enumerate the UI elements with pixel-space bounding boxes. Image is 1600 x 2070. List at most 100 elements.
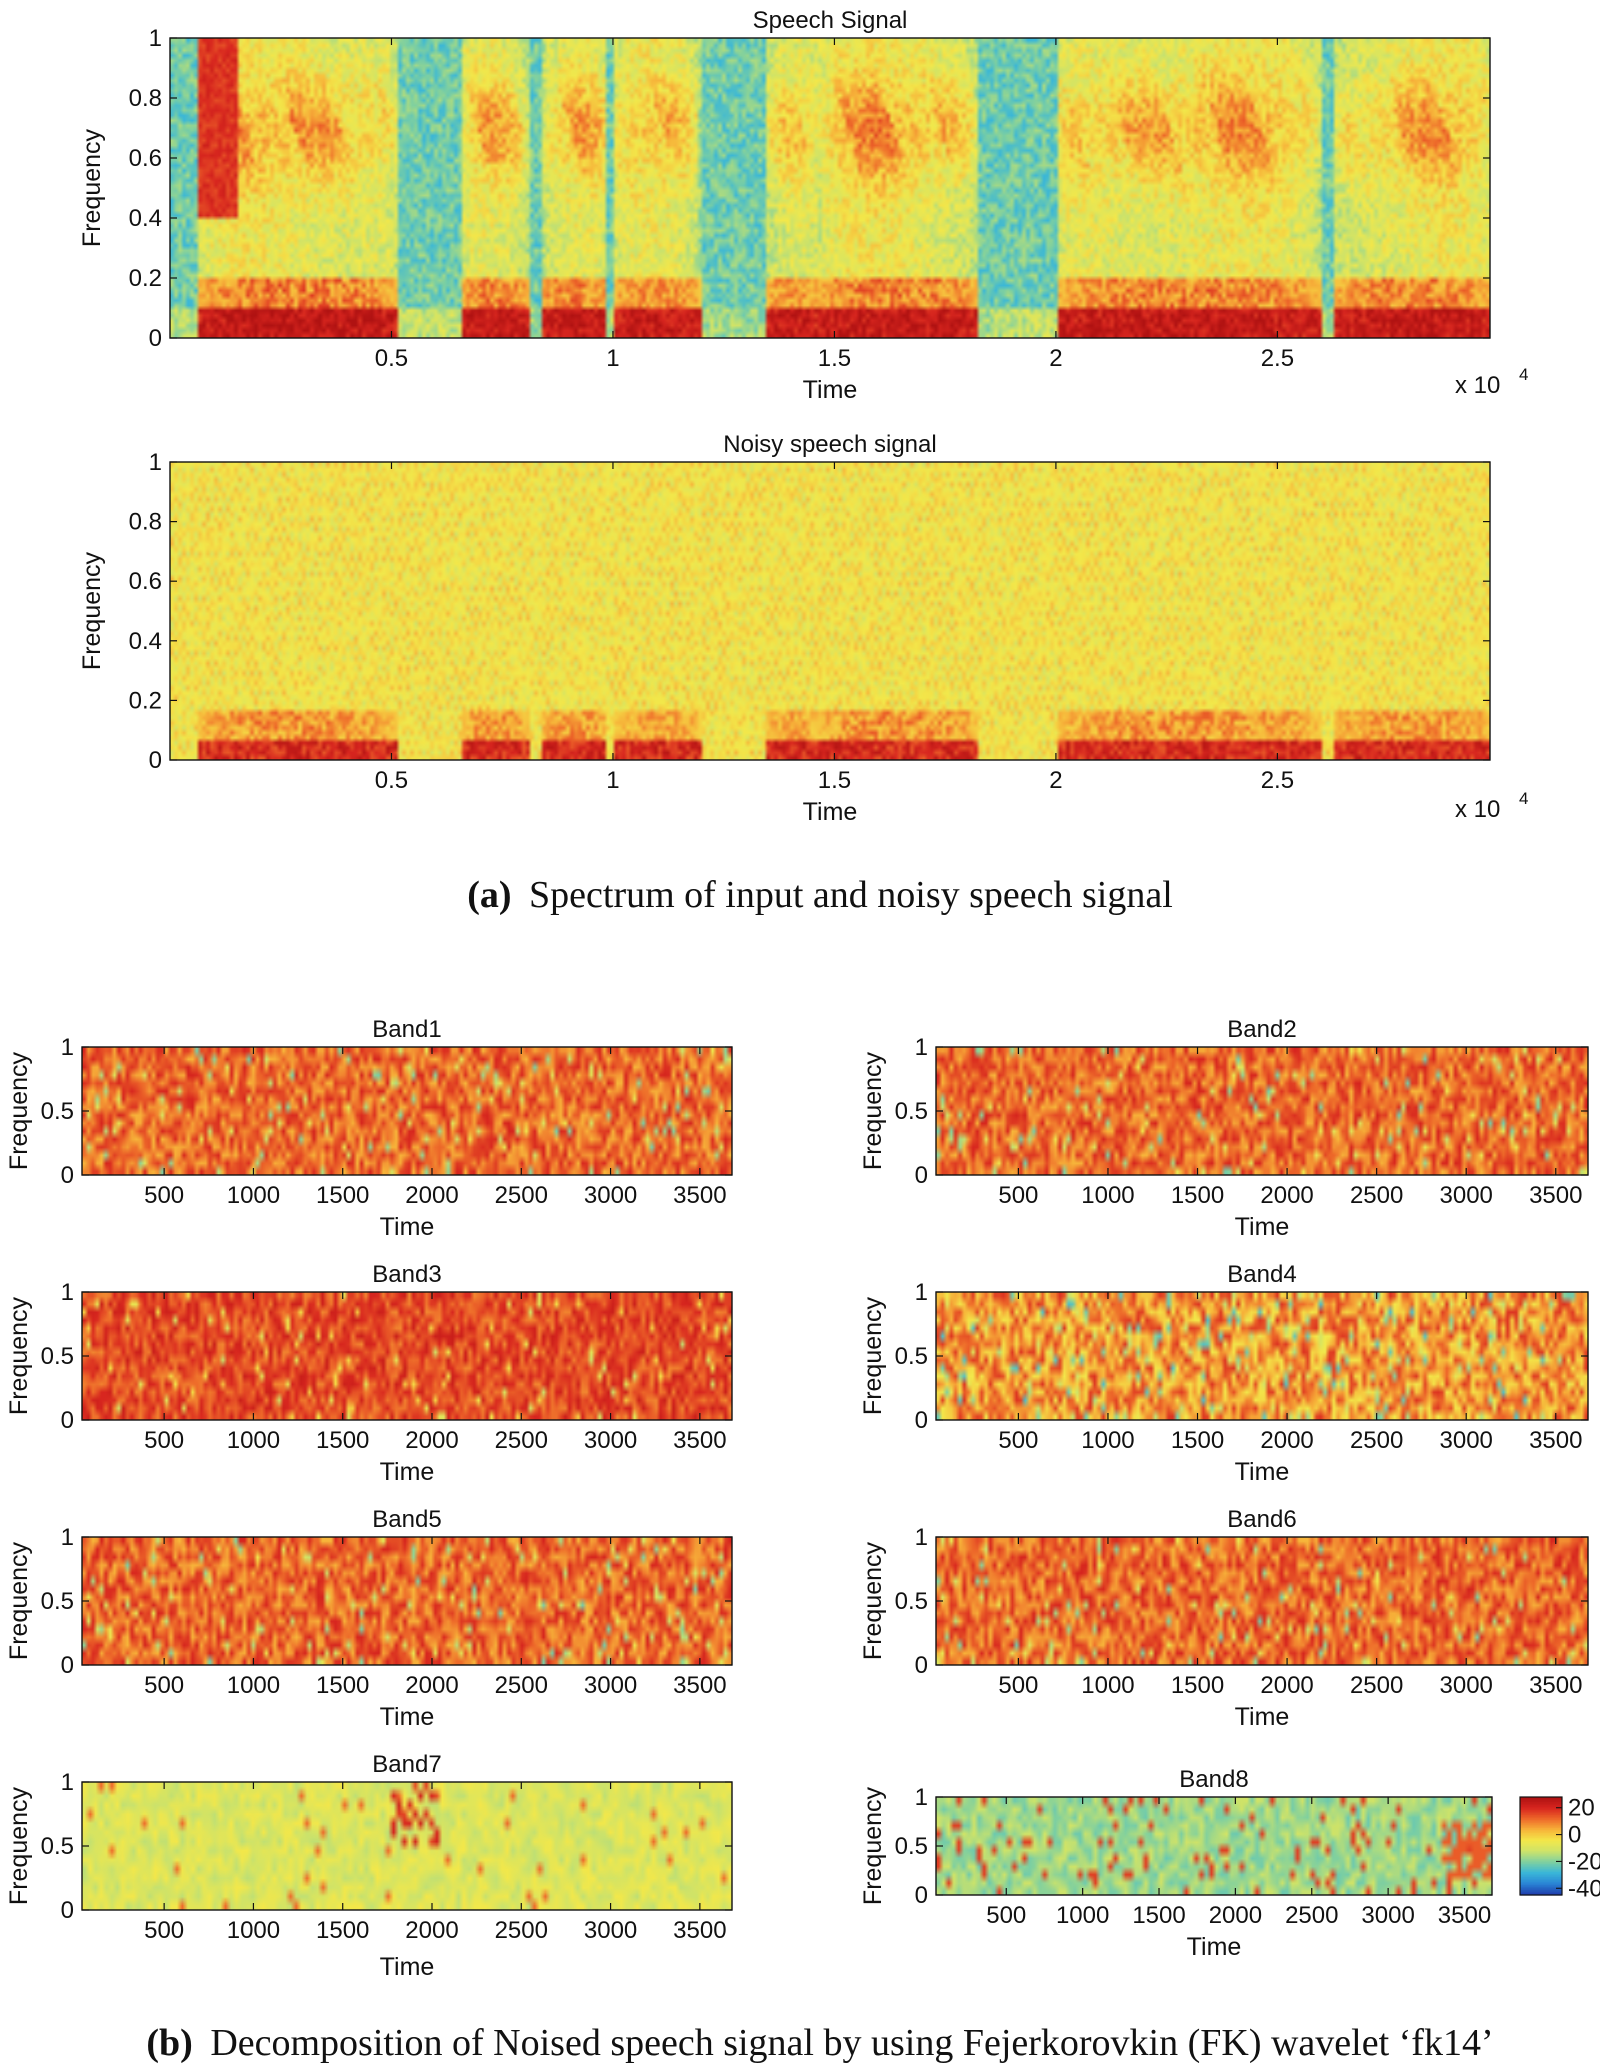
xtick-label: 3000 — [584, 1672, 637, 1699]
colorbar-swatch — [1520, 1841, 1562, 1844]
xtick-label: 3000 — [1440, 1427, 1493, 1454]
colorbar-swatch — [1520, 1888, 1562, 1891]
xtick-label: 500 — [998, 1427, 1038, 1454]
colorbar-swatch — [1520, 1878, 1562, 1881]
x-axis-label: Time — [380, 1458, 435, 1486]
colorbar-swatch — [1520, 1834, 1562, 1837]
xtick-label: 1000 — [227, 1427, 280, 1454]
y-axis-label: Frequency — [859, 1051, 887, 1170]
colorbar-swatch — [1520, 1811, 1562, 1814]
chart-band4: 500 1000 1500 2000 2500 3000 3500 0 0.5 1 Band4 Tim… — [859, 1261, 1589, 1486]
chart-panels: 0.5 1 1.5 2 2.5 0 0.2 0.4 0.6 0.8 1 Speech Signal Ti… — [5, 7, 1589, 1981]
colorbar-swatch — [1520, 1810, 1562, 1813]
xtick-label: 1 — [606, 767, 619, 794]
xtick-label: 1000 — [1081, 1182, 1134, 1209]
y-axis-label: Frequency — [859, 1786, 887, 1905]
xtick-label: 1500 — [1132, 1902, 1185, 1929]
colorbar-swatch — [1520, 1867, 1562, 1870]
colorbar-swatch — [1520, 1818, 1562, 1821]
xtick-label: 2500 — [495, 1917, 548, 1944]
xtick-label: 2 — [1049, 767, 1062, 794]
colorbar-swatch — [1520, 1860, 1562, 1863]
colorbar-tick-label: 0 — [1568, 1822, 1581, 1849]
chart-title: Band3 — [372, 1261, 441, 1288]
ytick-label: 1 — [915, 1524, 928, 1551]
colorbar-swatch — [1520, 1852, 1562, 1855]
x-axis-label: Time — [380, 1953, 435, 1981]
chart-band3: 500 1000 1500 2000 2500 3000 3500 0 0.5 1 Band3 Tim… — [5, 1261, 733, 1486]
x-axis-label: Time — [1187, 1933, 1242, 1961]
y-axis-label: Frequency — [859, 1541, 887, 1660]
ytick-label: 0.5 — [895, 1098, 928, 1125]
caption-a-text: Spectrum of input and noisy speech signa… — [529, 874, 1173, 916]
xtick-label: 2 — [1049, 345, 1062, 372]
caption-a: (a) Spectrum of input and noisy speech s… — [467, 874, 1173, 916]
xtick-label: 1000 — [227, 1672, 280, 1699]
heatmap-band4 — [936, 1292, 1588, 1420]
xtick-label: 1500 — [316, 1917, 369, 1944]
colorbar-swatch — [1520, 1831, 1562, 1834]
colorbar-swatch — [1520, 1816, 1562, 1819]
xtick-label: 1.5 — [818, 767, 851, 794]
chart-title: Band2 — [1227, 1016, 1296, 1043]
colorbar-swatch — [1520, 1854, 1562, 1857]
ytick-label: 0.5 — [41, 1343, 74, 1370]
ytick-label: 1 — [915, 1279, 928, 1306]
chart-band6: 500 1000 1500 2000 2500 3000 3500 0 0.5 1 Band6 Tim… — [859, 1506, 1589, 1731]
colorbar-swatch — [1520, 1832, 1562, 1836]
ytick-label: 1 — [61, 1279, 74, 1306]
ytick-label: 0.5 — [41, 1588, 74, 1615]
chart-noisy: 0.5 1 1.5 2 2.5 0 0.2 0.4 0.6 0.8 1 Noisy speech si… — [78, 431, 1528, 826]
heatmap-band1 — [82, 1047, 732, 1175]
ytick-label: 0.2 — [129, 265, 162, 292]
xtick-label: 1 — [606, 345, 619, 372]
x-axis-label: Time — [1235, 1458, 1290, 1486]
colorbar-swatch — [1520, 1865, 1562, 1868]
xtick-label: 2000 — [405, 1672, 458, 1699]
colorbar-swatch — [1520, 1803, 1562, 1806]
xtick-label: 2000 — [1209, 1902, 1262, 1929]
colorbar-swatch — [1520, 1801, 1562, 1805]
colorbar-swatch — [1520, 1842, 1562, 1845]
colorbar-swatch — [1520, 1800, 1562, 1803]
colorbar-swatch — [1520, 1883, 1562, 1886]
ytick-label: 0.6 — [129, 568, 162, 595]
colorbar-swatch — [1520, 1859, 1562, 1862]
caption-b-text: Decomposition of Noised speech signal by… — [210, 2022, 1493, 2064]
ytick-label: 0.4 — [129, 205, 162, 232]
ytick-label: 0 — [915, 1162, 928, 1189]
heatmap-noisy — [170, 462, 1490, 760]
ytick-label: 1 — [915, 1034, 928, 1061]
colorbar-swatch — [1520, 1805, 1562, 1808]
xtick-label: 1500 — [1171, 1672, 1224, 1699]
heatmap-band2 — [936, 1047, 1588, 1175]
x-axis-multiplier-exponent: 4 — [1519, 365, 1528, 384]
chart-title: Band1 — [372, 1016, 441, 1043]
ytick-label: 0.5 — [895, 1833, 928, 1860]
colorbar-swatch — [1520, 1826, 1562, 1829]
xtick-label: 3000 — [584, 1182, 637, 1209]
heatmap-band7 — [82, 1782, 732, 1910]
colorbar-swatch — [1520, 1829, 1562, 1832]
ytick-label: 0.5 — [895, 1343, 928, 1370]
chart-band7: 500 1000 1500 2000 2500 3000 3500 0 0.5 1 Band7 Tim… — [5, 1751, 733, 1981]
y-axis-label: Frequency — [859, 1296, 887, 1415]
colorbar-swatch — [1520, 1877, 1562, 1880]
ytick-label: 0.2 — [129, 687, 162, 714]
xtick-label: 500 — [144, 1182, 184, 1209]
colorbar-swatch — [1520, 1806, 1562, 1810]
heatmap-band6 — [936, 1537, 1588, 1665]
xtick-label: 3500 — [1529, 1427, 1582, 1454]
colorbar-swatch — [1520, 1863, 1562, 1867]
xtick-label: 1500 — [1171, 1182, 1224, 1209]
xtick-label: 2500 — [495, 1182, 548, 1209]
xtick-label: 500 — [998, 1672, 1038, 1699]
ytick-label: 0.8 — [129, 85, 162, 112]
ytick-label: 0 — [915, 1407, 928, 1434]
colorbar-swatch — [1520, 1828, 1562, 1831]
colorbar-swatch — [1520, 1849, 1562, 1852]
heatmap-band3 — [82, 1292, 732, 1420]
heatmap-band5 — [82, 1537, 732, 1665]
colorbar-swatch — [1520, 1814, 1562, 1818]
